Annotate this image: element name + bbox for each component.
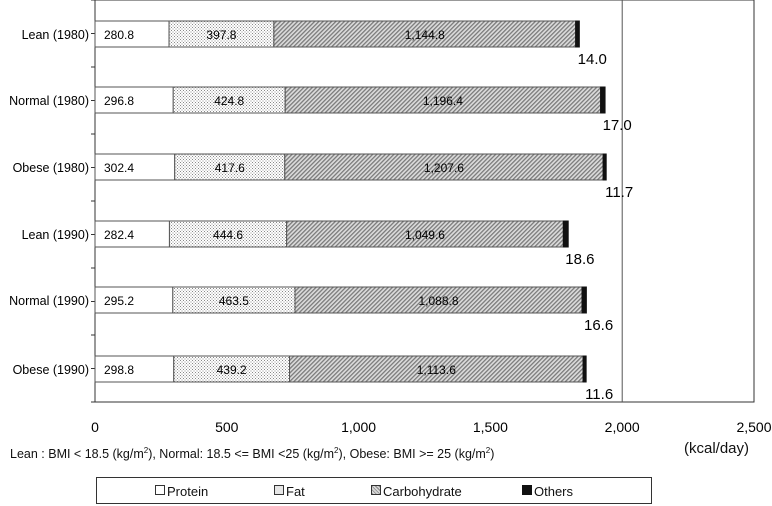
legend-label: Carbohydrate xyxy=(383,484,462,499)
stacked-bar-chart: 0 500 1,000 1,500 2,000 2,500 Lean (1980) 280.8… xyxy=(9,0,772,435)
footnote-sup: 2 xyxy=(485,446,491,455)
x-tick-label: 500 xyxy=(215,419,239,435)
data-label: 1,113.6 xyxy=(417,363,456,377)
x-tick-label: 2,000 xyxy=(605,419,640,435)
data-label-others: 11.6 xyxy=(585,386,613,403)
footnote-text: ), Obese: BMI >= 25 (kg/m xyxy=(338,447,486,462)
data-label: 1,196.4 xyxy=(423,94,463,108)
data-label: 397.8 xyxy=(206,28,236,42)
data-label-others: 16.6 xyxy=(584,317,613,334)
legend-item-carbohydrate: Carbohydrate xyxy=(371,484,462,499)
x-tick-label: 1,000 xyxy=(341,419,376,435)
bar-protein xyxy=(94,286,174,314)
footnote-sup: 2 xyxy=(334,446,339,455)
data-label: 302.4 xyxy=(104,161,134,175)
bar-others xyxy=(575,20,580,48)
plot-area: 0 500 1,000 1,500 2,000 2,500 Lean (1980) 280.8… xyxy=(9,0,772,435)
data-label: 444.6 xyxy=(213,228,243,242)
bar-carbohydrate xyxy=(284,153,604,181)
x-tick-label: 2,500 xyxy=(736,419,771,435)
bar-carbohydrate xyxy=(294,286,583,314)
plot-frame xyxy=(94,0,755,403)
bar-carbohydrate xyxy=(273,20,577,48)
data-label: 439.2 xyxy=(217,363,247,377)
bar-fat xyxy=(173,355,291,383)
category-label: Obese (1980) xyxy=(13,161,89,175)
category-label: Lean (1990) xyxy=(22,228,89,242)
data-label: 424.8 xyxy=(214,94,244,108)
carbohydrate-swatch xyxy=(371,485,381,495)
bar-carbohydrate xyxy=(289,355,584,383)
bar-protein xyxy=(94,86,174,114)
bar-fat xyxy=(172,86,286,114)
data-label-others: 14.0 xyxy=(578,51,607,68)
legend-item-fat: Fat xyxy=(274,484,305,499)
data-label: 296.8 xyxy=(104,94,134,108)
protein-swatch xyxy=(155,485,165,495)
data-label: 463.5 xyxy=(219,294,249,308)
bar-others xyxy=(602,153,607,181)
legend-label: Others xyxy=(534,484,574,499)
bar-others xyxy=(562,220,569,248)
x-tick-label: 0 xyxy=(91,419,99,435)
bar-carbohydrate xyxy=(284,86,602,114)
data-label: 417.6 xyxy=(215,161,245,175)
legend-item-others: Others xyxy=(522,484,573,499)
footnote-text: ) xyxy=(490,447,495,462)
data-label: 280.8 xyxy=(104,28,134,42)
data-label: 1,144.8 xyxy=(405,28,445,42)
data-label: 282.4 xyxy=(104,228,134,242)
category-label: Lean (1980) xyxy=(22,28,89,42)
category-label: Obese (1990) xyxy=(13,363,89,377)
bar-others xyxy=(600,86,606,114)
data-label: 298.8 xyxy=(104,363,134,377)
fat-swatch xyxy=(274,485,284,495)
legend-label: Fat xyxy=(286,484,305,499)
bar-fat xyxy=(168,20,275,48)
x-tick-label: 1,500 xyxy=(473,419,508,435)
footnote-text: Lean : BMI < 18.5 (kg/m xyxy=(10,447,144,462)
bar-protein xyxy=(94,153,176,181)
data-label: 295.2 xyxy=(104,294,134,308)
legend-label: Protein xyxy=(167,484,209,499)
category-label: Normal (1980) xyxy=(9,94,89,108)
bar-fat xyxy=(168,220,288,248)
bar-fat xyxy=(172,286,296,314)
bar-protein xyxy=(94,220,170,248)
legend: Protein Fat Carbohydrate Others xyxy=(96,477,652,504)
footnote-text: ), Normal: 18.5 <= BMI <25 (kg/m xyxy=(148,447,335,462)
data-label-others: 18.6 xyxy=(565,251,594,268)
data-label: 1,049.6 xyxy=(405,228,445,242)
data-label: 1,088.8 xyxy=(418,294,458,308)
bar-protein xyxy=(94,355,175,383)
data-label-others: 11.7 xyxy=(605,184,633,201)
bar-others xyxy=(581,286,587,314)
unit-label: (kcal/day) xyxy=(684,440,750,457)
others-swatch xyxy=(522,485,532,495)
legend-item-protein: Protein xyxy=(155,484,208,499)
bar-others xyxy=(582,355,587,383)
data-label: 1,207.6 xyxy=(424,161,464,175)
data-label-others: 17.0 xyxy=(603,117,632,134)
footnote-sup: 2 xyxy=(143,446,149,455)
bmi-footnote: Lean : BMI < 18.5 (kg/m2), Normal: 18.5 … xyxy=(10,446,494,461)
category-label: Normal (1990) xyxy=(9,294,89,308)
